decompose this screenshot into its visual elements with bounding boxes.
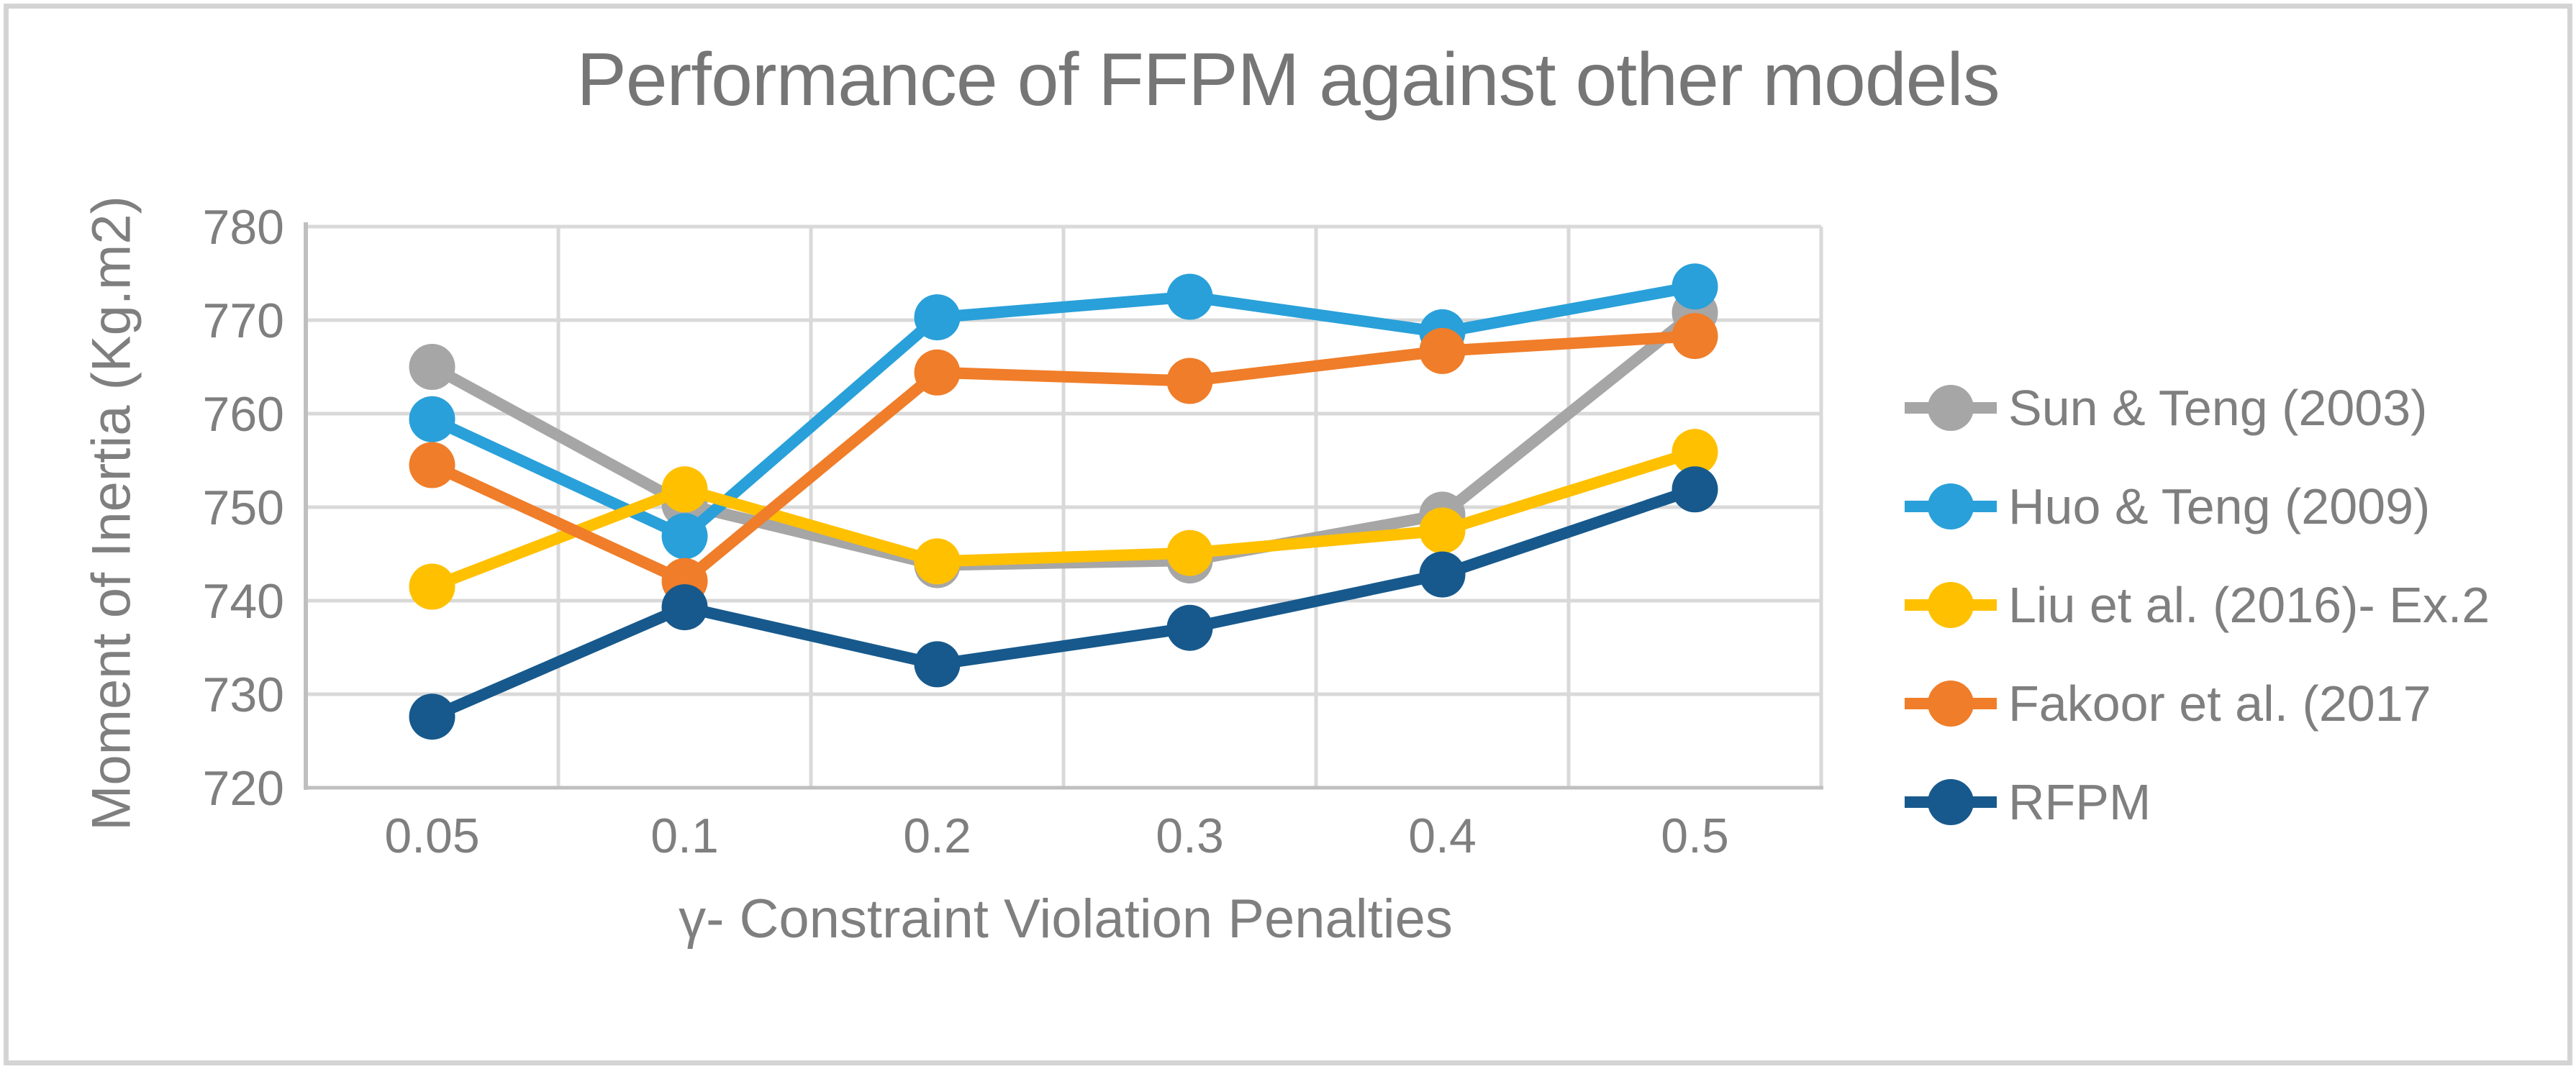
series-line-huo-teng-2009 bbox=[426, 281, 1701, 542]
data-point-huo-teng-2009 bbox=[409, 396, 455, 442]
y-tick-label: 760 bbox=[202, 387, 284, 442]
data-point-huo-teng-2009 bbox=[914, 294, 961, 341]
legend-item: Sun & Teng (2003) bbox=[1903, 368, 2427, 447]
y-tick-label: 770 bbox=[202, 294, 284, 348]
legend-label: Liu et al. (2016)- Ex.2 bbox=[2008, 577, 2490, 633]
data-point-liu-et-al-2016-ex-2 bbox=[1419, 507, 1466, 554]
y-tick-label: 740 bbox=[202, 574, 284, 629]
legend-item: RFPM bbox=[1903, 763, 2151, 842]
legend-item: Huo & Teng (2009) bbox=[1903, 467, 2430, 546]
legend-marker-icon bbox=[1905, 582, 1997, 628]
data-point-liu-et-al-2016-ex-2 bbox=[1166, 529, 1213, 576]
data-point-huo-teng-2009 bbox=[1166, 273, 1213, 320]
x-axis-title: γ- Constraint Violation Penalties bbox=[679, 888, 1453, 950]
data-point-fakoor-et-al-2017 bbox=[1166, 358, 1213, 404]
series-line-rfpm bbox=[426, 483, 1701, 723]
series-line-fakoor-et-al-2017 bbox=[426, 330, 1701, 587]
data-point-liu-et-al-2016-ex-2 bbox=[661, 466, 708, 513]
y-tick-label: 780 bbox=[202, 200, 284, 255]
data-point-huo-teng-2009 bbox=[661, 513, 708, 560]
data-point-rfpm bbox=[409, 693, 455, 740]
legend: Sun & Teng (2003) Huo & Teng (2009) Liu et… bbox=[1903, 0, 2551, 1069]
legend-label: Huo & Teng (2009) bbox=[2008, 478, 2431, 534]
data-point-rfpm bbox=[1166, 604, 1213, 651]
legend-label: RFPM bbox=[2008, 774, 2151, 830]
data-point-fakoor-et-al-2017 bbox=[914, 349, 961, 396]
legend-marker-icon bbox=[1905, 483, 1997, 529]
x-tick-label: 0.4 bbox=[1408, 809, 1477, 863]
x-tick-label: 0.1 bbox=[650, 809, 719, 863]
legend-label: Fakoor et al. (2017 bbox=[2008, 675, 2431, 732]
x-tick-label: 0.05 bbox=[384, 809, 480, 863]
data-point-rfpm bbox=[914, 641, 961, 688]
data-point-liu-et-al-2016-ex-2 bbox=[1672, 429, 1718, 476]
y-tick-label: 720 bbox=[202, 761, 284, 816]
x-tick-label: 0.3 bbox=[1156, 809, 1224, 863]
chart-title: Performance of FFPM against other models bbox=[576, 38, 2000, 122]
y-tick-label: 730 bbox=[202, 668, 284, 722]
data-point-liu-et-al-2016-ex-2 bbox=[409, 563, 455, 610]
legend-marker-icon bbox=[1905, 385, 1997, 431]
x-tick-label: 0.2 bbox=[903, 809, 971, 863]
data-point-rfpm bbox=[1672, 466, 1718, 513]
data-point-liu-et-al-2016-ex-2 bbox=[914, 538, 961, 585]
x-tick-label: 0.5 bbox=[1661, 809, 1729, 863]
data-point-rfpm bbox=[1419, 551, 1466, 598]
legend-label: Sun & Teng (2003) bbox=[2008, 380, 2428, 436]
legend-item: Liu et al. (2016)- Ex.2 bbox=[1903, 565, 2490, 645]
legend-marker-icon bbox=[1905, 779, 1997, 825]
data-point-rfpm bbox=[661, 584, 708, 631]
data-point-fakoor-et-al-2017 bbox=[1672, 313, 1718, 360]
data-point-huo-teng-2009 bbox=[1672, 263, 1718, 310]
y-tick-label: 750 bbox=[202, 481, 284, 535]
data-point-fakoor-et-al-2017 bbox=[409, 442, 455, 488]
legend-item: Fakoor et al. (2017 bbox=[1903, 664, 2431, 743]
series-line-liu-et-al-2016-ex-2 bbox=[426, 446, 1701, 593]
data-point-fakoor-et-al-2017 bbox=[1419, 327, 1466, 374]
legend-marker-icon bbox=[1905, 681, 1997, 727]
data-point-sun-teng-2003 bbox=[409, 344, 455, 390]
